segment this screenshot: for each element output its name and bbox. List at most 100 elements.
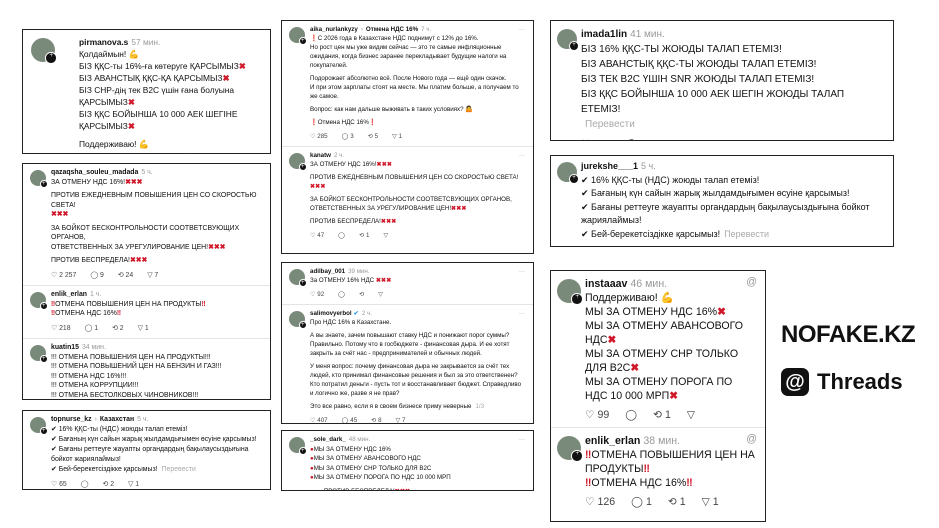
reply-button[interactable]: ◯ 3 [342,132,354,141]
line-text: ОТМЕНА ПОВЫШЕНИЯ ЦЕН НА ПРОДУКТЫ [55,300,202,308]
repost-button[interactable]: ⟲ 1 [359,231,369,240]
username-link[interactable]: topnurse_kz [51,416,92,423]
line-text: БІЗ ҚҚС БОЙЫНША 10 000 АЕК ШЕГІН ЖОЮДЫ Т… [581,89,847,115]
heart-icon: ♡ [310,291,318,298]
translate-link[interactable]: Перевести [161,466,196,473]
share-button[interactable]: ▽ 1 [138,324,149,334]
repost-button[interactable]: ⟲ 5 [368,132,378,141]
repost-button[interactable]: ⟲ 24 [118,271,133,281]
like-button[interactable]: ♡ 2 257 [51,271,76,281]
like-button[interactable]: ♡ 92 [310,290,324,299]
line-text: ПРОТИВ ЕЖЕДНЕВНЫМ ПОВЫШЕНИЯ ЦЕН СО СКОРО… [310,174,519,181]
reply-button[interactable]: ◯ 9 [90,271,103,281]
post-text-line: Поддерживаю! 💪 [79,138,260,150]
reply-button[interactable]: ◯ [626,137,637,140]
more-options-button[interactable]: ··· [518,152,525,159]
share-button[interactable]: ▽ 7 [147,271,158,281]
username-link[interactable]: adilbay_001 [310,268,346,275]
translate-link[interactable]: Перевести [585,119,635,130]
username-link[interactable]: pirmanova.s [79,37,129,47]
avatar[interactable] [557,436,583,462]
username-link[interactable]: aika_nurlankyzy [310,26,358,33]
more-options-button[interactable]: @ [746,433,757,445]
avatar[interactable] [30,292,48,310]
like-button[interactable]: ♡ 19 [581,137,604,140]
username-link[interactable]: kuatin15 [51,344,79,351]
avatar[interactable] [30,417,48,435]
more-options-button[interactable]: ··· [518,26,525,33]
topic-link[interactable]: Казахстан [99,416,135,423]
repost-button[interactable]: ⟲ 2 [112,324,124,334]
username-link[interactable]: instaaav [585,278,628,290]
avatar[interactable] [31,38,57,64]
post-text-line: ✖✖✖ [51,210,260,220]
like-button[interactable]: ♡ 65 [51,480,67,489]
like-button[interactable]: ♡ 218 [51,324,71,334]
repost-button[interactable]: ⟲ [359,290,364,299]
username-link[interactable]: enlik_erlan [585,435,641,447]
repost-button[interactable]: ⟲ 2 [102,480,114,489]
like-button[interactable]: ♡ 285 [310,132,328,141]
post-header: enlik_erlan 38 мин. [585,434,755,448]
like-button[interactable]: ♡ 407 [310,416,328,423]
post-text-line: И при этом зарплаты стоят на месте. Мы п… [310,83,523,101]
topic-link[interactable]: Отмена НДС 16% [365,26,419,33]
threads-label: Threads [817,369,903,394]
more-options-button[interactable]: ··· [518,436,525,443]
like-button[interactable]: ♡ 99 [585,408,609,422]
avatar[interactable] [557,279,583,305]
line-text: ОТВЕТСТВЕННЫХ ЗА УРЕГУЛИРОВАНИЕ ЦЕН! [51,243,209,251]
reply-button[interactable]: ◯ 45 [342,416,358,423]
avatar[interactable] [289,27,307,45]
translate-link[interactable]: 1/3 [475,403,485,410]
username-link[interactable]: _sole_dark_ [310,436,346,443]
reply-button[interactable]: ◯ [81,480,89,489]
line-text: ЗА ОТМЕНУ НДС 16%! [310,161,377,168]
reply-button[interactable]: ◯ [625,408,637,422]
username-link[interactable]: enlik_erlan [51,291,88,298]
username-link[interactable]: jurekshe___1 [581,161,639,171]
share-button[interactable]: ▽ [378,290,383,299]
share-button[interactable]: ▽ [689,137,697,140]
avatar[interactable] [30,170,48,188]
repost-button[interactable]: ⟲ 1 [668,495,686,509]
thread-post: salimovyerbol✔2 ч.···Про НДС 16% в Казах… [282,305,533,423]
share-button[interactable]: ▽ 1 [128,480,139,489]
repost-button[interactable]: ⟲ 1 [653,408,671,422]
username-link[interactable]: qazaqsha_souleu_madada [51,169,139,176]
share-button[interactable]: ▽ 1 [392,132,402,141]
share-button[interactable]: ▽ [687,408,695,422]
reply-button[interactable]: ◯ [338,231,345,240]
like-button[interactable]: ♡ 126 [585,495,615,509]
username-link[interactable]: imada1lin [581,29,628,40]
avatar[interactable] [289,269,307,287]
more-options-button[interactable]: @ [746,276,757,288]
more-options-button[interactable]: ··· [518,310,525,317]
post-panel: jurekshe___15 ч.✔ 16% ҚҚС-ты (НДС) жоюды… [550,155,894,247]
more-options-button[interactable]: ··· [518,268,525,275]
like-button[interactable]: ♡ 47 [310,231,324,240]
reply-button[interactable]: ◯ 1 [85,324,98,334]
share-button[interactable]: ▽ 1 [702,495,719,509]
translate-link[interactable]: Перевести [724,228,770,239]
reply-button[interactable]: ◯ 1 [631,495,652,509]
avatar[interactable] [289,311,307,329]
username-link[interactable]: kanatw [310,152,331,159]
avatar[interactable] [557,29,579,51]
post-text-line: ЗА ОТМЕНУ НДС 16%!✖✖✖ [310,160,523,169]
repost-button[interactable]: ⟲ [659,137,667,140]
reply-button[interactable]: ◯ [338,290,345,299]
share-button[interactable]: ▽ 7 [396,416,406,423]
action-count: 285 [317,133,328,140]
line-text: И при этом зарплаты стоят на месте. Мы п… [310,84,521,100]
avatar[interactable] [289,153,307,171]
avatar[interactable] [30,345,48,363]
username-link[interactable]: salimovyerbol [310,310,352,317]
share-button[interactable]: ▽ [383,231,388,240]
repost-button[interactable]: ⟲ 8 [371,416,381,423]
avatar[interactable] [289,437,307,455]
avatar[interactable] [557,162,579,184]
post-header: pirmanova.s 57 мин. [79,36,260,48]
